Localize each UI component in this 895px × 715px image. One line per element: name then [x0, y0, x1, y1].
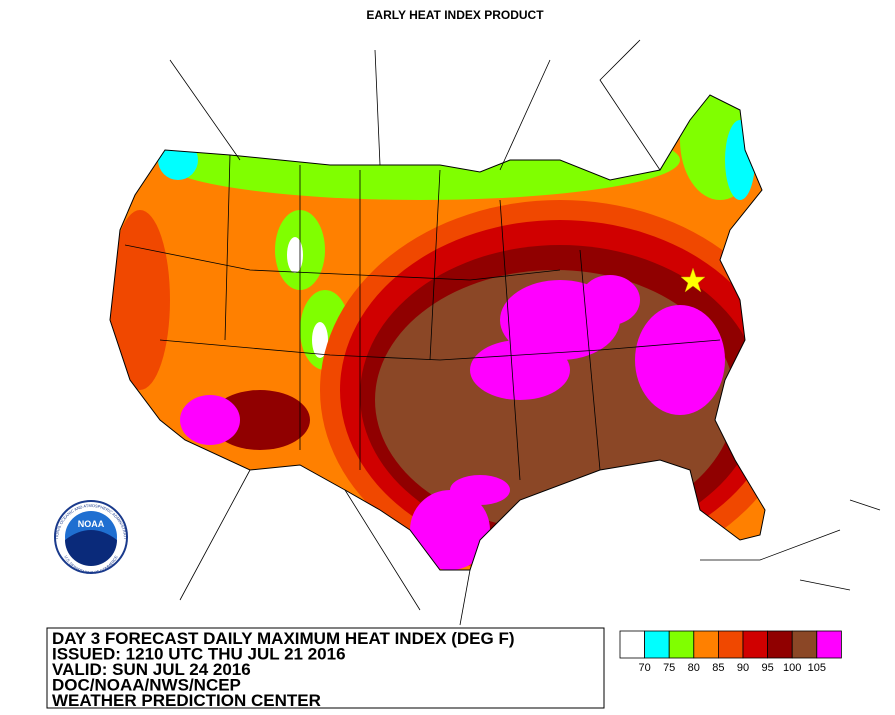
us-outline — [109, 94, 766, 571]
legend-label: 70 — [638, 662, 650, 674]
zone-100 — [210, 390, 310, 450]
info-line: VALID: SUN JUL 24 2016 — [52, 660, 251, 679]
legend-swatch — [718, 630, 744, 659]
zone-over-105 — [635, 305, 725, 415]
title: EARLY HEAT INDEX PRODUCT — [366, 8, 544, 22]
legend-label: 85 — [712, 662, 724, 674]
legend-swatch — [693, 630, 719, 659]
zone-over-105 — [580, 275, 640, 325]
legend-label: 75 — [663, 662, 675, 674]
legend-swatch — [668, 630, 695, 659]
legend-swatch — [644, 630, 670, 659]
legend-label: 100 — [783, 662, 801, 674]
zone-over-105 — [180, 395, 240, 445]
legend: 70 75 80 85 90 95 100 105 — [619, 630, 842, 674]
logo-text: NOAA — [78, 519, 105, 529]
heat-fill — [110, 95, 765, 570]
zone-75 — [158, 140, 198, 180]
zone-80 — [160, 120, 680, 200]
legend-label: 95 — [761, 662, 773, 674]
logo-ring-top: NATIONAL OCEANIC AND ATMOSPHERIC ADMINIS… — [0, 0, 128, 540]
zone-over-105 — [470, 340, 570, 400]
zone-70 — [312, 322, 328, 358]
legend-label: 105 — [808, 662, 826, 674]
logo-ring-top-path: NATIONAL OCEANIC AND ATMOSPHERIC ADMINIS… — [0, 0, 128, 540]
zone-75 — [725, 120, 755, 200]
legend-label: 90 — [737, 662, 749, 674]
legend-swatch — [742, 630, 769, 659]
legend-label: 80 — [688, 662, 700, 674]
state-lines — [124, 39, 881, 626]
legend-swatch — [816, 630, 842, 659]
info-line: WEATHER PREDICTION CENTER — [52, 691, 321, 710]
info-lines: DAY 3 FORECAST DAILY MAXIMUM HEAT INDEX … — [52, 629, 515, 710]
legend-swatch — [619, 630, 646, 659]
info-box — [46, 627, 605, 709]
noaa-logo: NOAA NATIONAL OCEANIC AND ATMOSPHERIC AD… — [0, 0, 128, 575]
zone-over-105 — [410, 490, 490, 570]
zone-90 — [110, 210, 170, 390]
logo-wave — [65, 530, 117, 566]
legend-swatch — [791, 630, 818, 659]
zone-70 — [287, 237, 303, 273]
info-line: DOC/NOAA/NWS/NCEP — [52, 676, 241, 695]
legend-swatch — [767, 630, 793, 659]
wpc-star — [680, 267, 706, 293]
zone-over-105 — [450, 475, 510, 505]
info-line: ISSUED: 1210 UTC THU JUL 21 2016 — [52, 645, 346, 664]
info-line: DAY 3 FORECAST DAILY MAXIMUM HEAT INDEX … — [52, 629, 515, 648]
